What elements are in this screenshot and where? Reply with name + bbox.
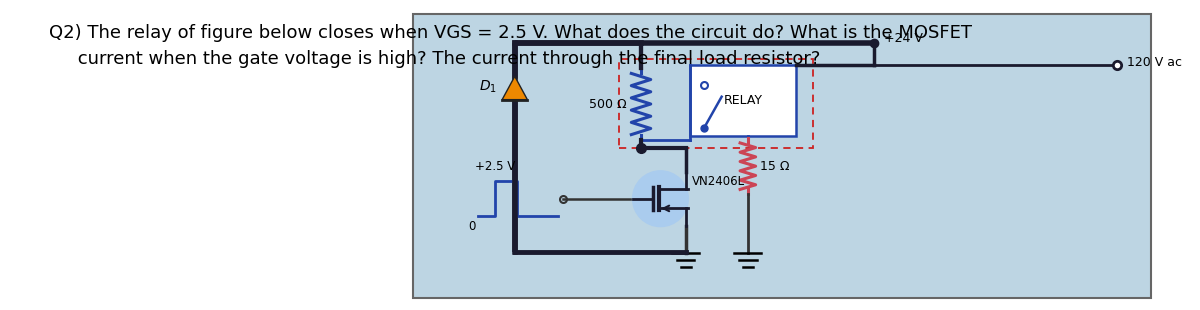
- Bar: [690, 65, 797, 135]
- Polygon shape: [502, 76, 527, 100]
- Text: 15 Ω: 15 Ω: [760, 160, 790, 173]
- Bar: [413, 14, 1151, 298]
- Circle shape: [634, 171, 688, 226]
- Text: +2.5 V: +2.5 V: [475, 161, 516, 174]
- Text: 500 Ω: 500 Ω: [589, 98, 626, 110]
- Text: +24 V: +24 V: [884, 32, 923, 45]
- Bar: [619, 59, 812, 148]
- Text: $D_1$: $D_1$: [479, 79, 497, 95]
- Text: RELAY: RELAY: [724, 94, 762, 107]
- Text: VN2406L: VN2406L: [691, 175, 745, 188]
- Text: current when the gate voltage is high? The current through the final load resist: current when the gate voltage is high? T…: [48, 50, 820, 68]
- Text: 120 V ac: 120 V ac: [1127, 56, 1182, 69]
- Text: 0: 0: [468, 220, 476, 233]
- Text: Q2) The relay of figure below closes when VGS = 2.5 V. What does the circuit do?: Q2) The relay of figure below closes whe…: [48, 24, 972, 42]
